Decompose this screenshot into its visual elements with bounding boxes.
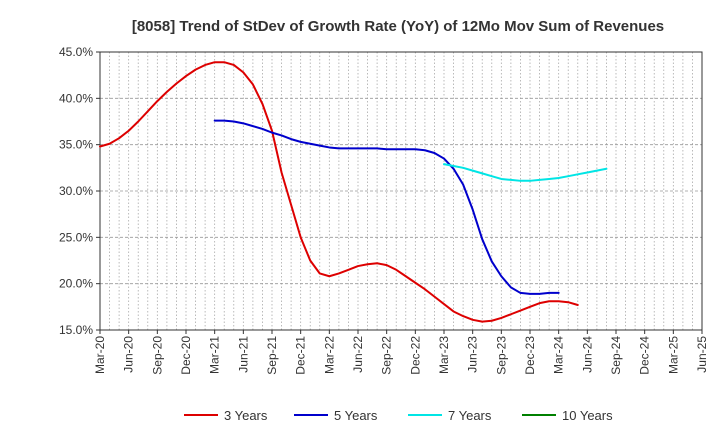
grid-lines xyxy=(100,52,702,330)
series-line-3-years xyxy=(99,61,579,323)
x-tick-label: Sep-20 xyxy=(150,336,164,375)
y-tick-label: 30.0% xyxy=(59,184,93,198)
x-tick-label: Sep-22 xyxy=(380,336,394,375)
x-tick-label: Jun-21 xyxy=(236,336,250,373)
x-tick-label: Sep-23 xyxy=(494,336,508,375)
y-tick-label: 25.0% xyxy=(59,230,93,244)
x-tick-label: Jun-22 xyxy=(351,336,365,373)
x-tick-label: Mar-20 xyxy=(93,336,107,374)
y-tick-label: 40.0% xyxy=(59,91,93,105)
x-tick-label: Mar-23 xyxy=(437,336,451,374)
x-tick-label: Jun-20 xyxy=(122,336,136,373)
y-tick-label: 45.0% xyxy=(59,45,93,59)
y-tick-label: 35.0% xyxy=(59,138,93,152)
series-line-5-years xyxy=(213,119,560,295)
x-tick-label: Mar-24 xyxy=(552,336,566,374)
x-tick-label: Jun-23 xyxy=(466,336,480,373)
x-tick-label: Mar-21 xyxy=(208,336,222,374)
series-line-7-years xyxy=(443,163,608,182)
legend: 3 Years 5 Years 7 Years 10 Years xyxy=(184,408,613,423)
chart-title: [8058] Trend of StDev of Growth Rate (Yo… xyxy=(132,18,664,35)
x-tick-label: Mar-22 xyxy=(322,336,336,374)
x-tick-label: Dec-21 xyxy=(294,336,308,375)
y-tick-label: 15.0% xyxy=(59,323,93,337)
x-tick-label: Sep-21 xyxy=(265,336,279,375)
legend-label: 10 Years xyxy=(562,408,613,423)
x-tick-label: Mar-25 xyxy=(666,336,680,374)
x-tick-label: Jun-25 xyxy=(695,336,709,373)
y-axis-tick-labels: 15.0% 20.0% 25.0% 30.0% 35.0% 40.0% 45.0% xyxy=(59,45,100,337)
legend-label: 3 Years xyxy=(224,408,268,423)
legend-label: 7 Years xyxy=(448,408,492,423)
x-tick-label: Dec-20 xyxy=(179,336,193,375)
y-tick-label: 20.0% xyxy=(59,277,93,291)
x-tick-label: Jun-24 xyxy=(580,336,594,373)
x-tick-label: Dec-23 xyxy=(523,336,537,375)
x-tick-label: Sep-24 xyxy=(609,336,623,375)
x-axis-tick-labels: Mar-20 Jun-20 Sep-20 Dec-20 Mar-21 Jun-21 Sep-… xyxy=(93,330,709,375)
series-lines xyxy=(99,61,608,323)
x-tick-label: Dec-24 xyxy=(638,336,652,375)
legend-label: 5 Years xyxy=(334,408,378,423)
x-tick-label: Dec-22 xyxy=(408,336,422,375)
